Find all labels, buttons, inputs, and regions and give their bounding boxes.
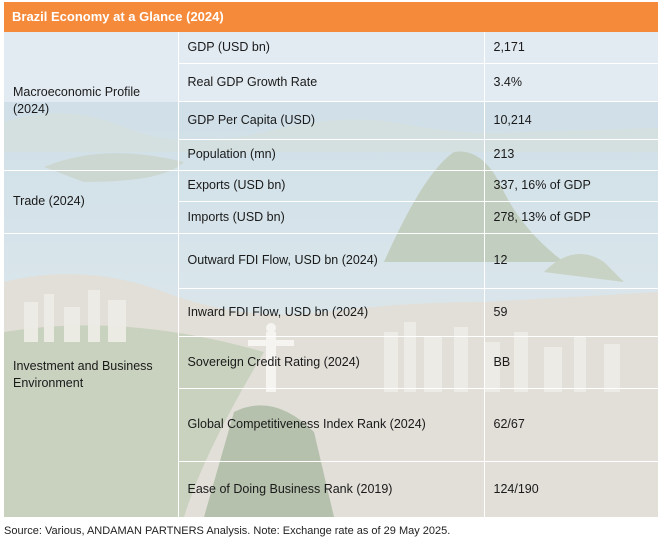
table-row: GDP Per Capita (USD) 10,214	[4, 101, 658, 140]
metric-value: 2,171	[484, 32, 658, 64]
metric-value: 3.4%	[484, 63, 658, 102]
metric-value: 10,214	[484, 101, 658, 140]
metric-label: GDP Per Capita (USD)	[178, 101, 485, 140]
metric-label: Imports (USD bn)	[178, 201, 485, 234]
table-row: Sovereign Credit Rating (2024) BB	[4, 336, 658, 389]
table-row: Global Competitiveness Index Rank (2024)…	[4, 388, 658, 462]
metric-value: 337, 16% of GDP	[484, 170, 658, 202]
metric-value: 59	[484, 288, 658, 337]
metric-label: Real GDP Growth Rate	[178, 63, 485, 102]
table-row: Imports (USD bn) 278, 13% of GDP	[4, 201, 658, 234]
group-label-investment: Investment and Business Environment	[4, 233, 179, 518]
metric-label: Sovereign Credit Rating (2024)	[178, 336, 485, 389]
table-row: Real GDP Growth Rate 3.4%	[4, 63, 658, 102]
table-title: Brazil Economy at a Glance (2024)	[4, 2, 658, 32]
metric-value: 62/67	[484, 388, 658, 462]
metric-label: Inward FDI Flow, USD bn (2024)	[178, 288, 485, 337]
group-label-trade: Trade (2024)	[4, 170, 179, 234]
table-row: Trade (2024) Exports (USD bn) 337, 16% o…	[4, 170, 658, 234]
source-note: Source: Various, ANDAMAN PARTNERS Analys…	[4, 525, 451, 537]
metric-label: Ease of Doing Business Rank (2019)	[178, 461, 485, 518]
table-row: Macroeconomic Profile (2024) GDP (USD bn…	[4, 32, 658, 171]
metric-value: 278, 13% of GDP	[484, 201, 658, 234]
table-row: Population (mn) 213	[4, 139, 658, 171]
metric-label: Outward FDI Flow, USD bn (2024)	[178, 233, 485, 289]
info-table-frame: Brazil Economy at a Glance (2024)	[4, 2, 658, 518]
metric-value: BB	[484, 336, 658, 389]
table-row: Ease of Doing Business Rank (2019) 124/1…	[4, 461, 658, 518]
economy-table: Macroeconomic Profile (2024) GDP (USD bn…	[4, 32, 658, 518]
metric-label: GDP (USD bn)	[178, 32, 485, 64]
group-label-macro: Macroeconomic Profile (2024)	[4, 32, 179, 171]
metric-value: 12	[484, 233, 658, 289]
metric-value: 213	[484, 139, 658, 171]
metric-label: Exports (USD bn)	[178, 170, 485, 202]
metric-label: Global Competitiveness Index Rank (2024)	[178, 388, 485, 462]
metric-value: 124/190	[484, 461, 658, 518]
table-row: Investment and Business Environment Outw…	[4, 233, 658, 518]
table-row: Inward FDI Flow, USD bn (2024) 59	[4, 288, 658, 337]
metric-label: Population (mn)	[178, 139, 485, 171]
